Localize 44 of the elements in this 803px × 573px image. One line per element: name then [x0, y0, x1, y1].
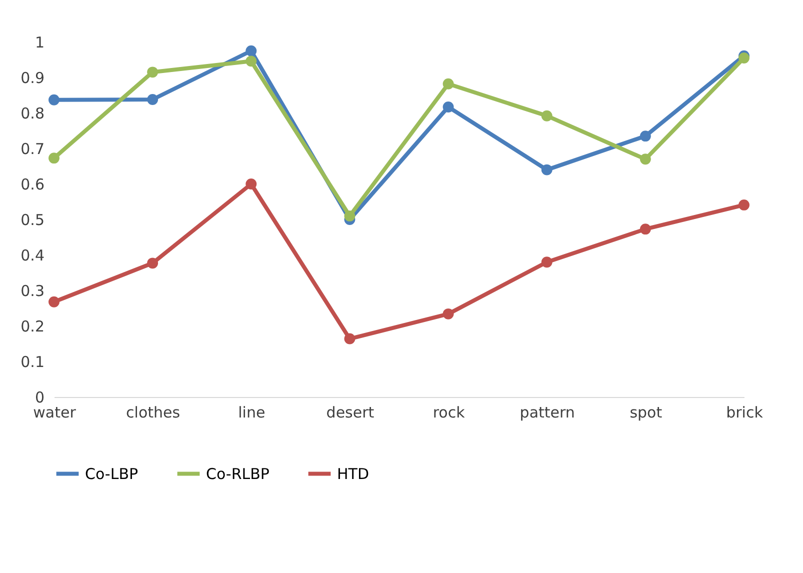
point: [640, 130, 651, 142]
point: [48, 296, 60, 308]
point: [147, 66, 158, 78]
y-tick-label: 0.2: [20, 318, 44, 336]
x-tick-label: rock: [432, 404, 466, 422]
point: [246, 45, 257, 56]
y-tick-label: 0.1: [20, 353, 44, 371]
x-tick-label: desert: [326, 404, 374, 422]
point: [541, 256, 552, 268]
point: [246, 56, 257, 67]
point: [442, 308, 454, 320]
point: [442, 102, 454, 112]
x-tick-label: line: [238, 404, 266, 422]
x-tick-label: brick: [726, 404, 764, 422]
y-tick-label: 0.7: [20, 140, 44, 158]
point: [344, 210, 356, 222]
point: [640, 224, 651, 235]
y-tick-label: 0.8: [20, 104, 44, 122]
point: [442, 78, 454, 90]
legend-label: Co-RLBP: [206, 464, 270, 483]
y-tick-label: 1: [34, 34, 44, 52]
x-tick-label: water: [33, 404, 77, 422]
legend-label: HTD: [337, 464, 369, 483]
y-tick-label: 0.5: [20, 211, 44, 229]
point: [48, 152, 60, 164]
y-tick-label: 0.6: [20, 176, 44, 194]
point: [147, 258, 158, 269]
point: [541, 110, 552, 122]
point: [738, 52, 750, 64]
x-tick-label: clothes: [126, 404, 180, 422]
point: [246, 178, 257, 190]
point: [541, 164, 552, 176]
point: [147, 94, 158, 105]
point: [48, 94, 60, 106]
y-tick-label: 0: [34, 388, 44, 406]
y-tick-label: 0.4: [20, 246, 44, 264]
x-tick-label: spot: [630, 404, 662, 422]
point: [640, 154, 651, 165]
legend-label: Co-LBP: [85, 464, 138, 483]
x-tick-label: pattern: [520, 404, 575, 422]
y-tick-label: 0.9: [20, 69, 44, 87]
point: [738, 199, 750, 210]
y-tick-label: 0.3: [20, 282, 44, 300]
point: [344, 333, 356, 344]
